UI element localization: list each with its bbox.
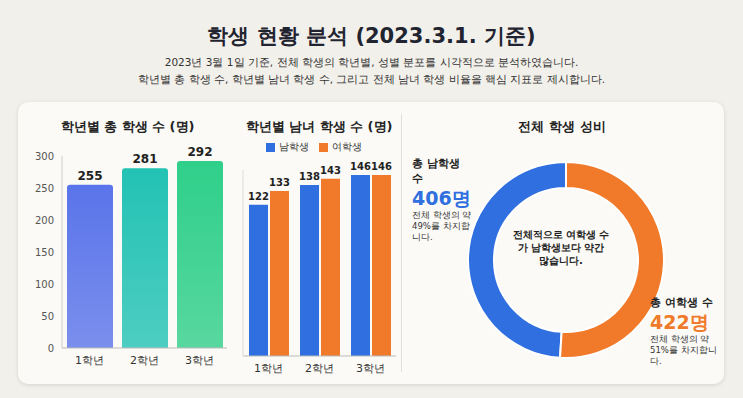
svg-text:1학년: 1학년 bbox=[254, 362, 283, 375]
html-text:총 남학생 수: 총 남학생 수 bbox=[412, 157, 460, 185]
html-text:전체 학생의 약 49%를 차지합니다.: 전체 학생의 약 49%를 차지합니다. bbox=[412, 210, 472, 242]
svg-text:122: 122 bbox=[248, 191, 269, 202]
svg-text:200: 200 bbox=[35, 215, 54, 226]
svg-text:50: 50 bbox=[41, 311, 54, 322]
html-text:학생 현황 분석 (2023.3.1. 기준): 학생 현황 분석 (2023.3.1. 기준) bbox=[207, 24, 536, 48]
html-text:학년별 총 학생 수 (명): 학년별 총 학생 수 (명) bbox=[60, 119, 195, 134]
html-text:422명: 422명 bbox=[650, 311, 709, 333]
html-text:406명: 406명 bbox=[412, 187, 471, 209]
html-text:2023년 3월 1일 기준, 전체 학생의 학년별, 성별: 2023년 3월 1일 기준, 전체 학생의 학년별, 성별 분포를 시각적으로… bbox=[164, 56, 579, 68]
html-text:여학생: 여학생 bbox=[332, 141, 362, 152]
svg-text:281: 281 bbox=[132, 152, 157, 166]
svg-text:250: 250 bbox=[35, 183, 54, 194]
svg-text:100: 100 bbox=[35, 279, 54, 290]
svg-text:292: 292 bbox=[187, 145, 212, 159]
html-text:전체적으로 여학생 수가 남학생보다 약간 많습니다.: 전체적으로 여학생 수가 남학생보다 약간 많습니다. bbox=[512, 229, 610, 266]
svg-text:0: 0 bbox=[48, 343, 54, 354]
html-text:학년별 총 학생 수, 학년별 남녀 학생 수, 그리고 전: 학년별 총 학생 수, 학년별 남녀 학생 수, 그리고 전체 남녀 학생 비율… bbox=[138, 73, 605, 85]
svg-text:1학년: 1학년 bbox=[75, 354, 104, 367]
html-text:전체 학생의 약 51%를 차지합니다.: 전체 학생의 약 51%를 차지합니다. bbox=[650, 334, 717, 366]
html-text:학년별 남녀 학생 수 (명): 학년별 남녀 학생 수 (명) bbox=[245, 119, 393, 134]
html-text:남학생: 남학생 bbox=[279, 141, 309, 152]
svg-text:2학년: 2학년 bbox=[130, 354, 159, 367]
svg-text:146: 146 bbox=[350, 161, 371, 172]
svg-text:300: 300 bbox=[35, 151, 54, 162]
svg-text:3학년: 3학년 bbox=[356, 362, 385, 375]
svg-text:146: 146 bbox=[371, 161, 392, 172]
svg-text:255: 255 bbox=[77, 169, 102, 183]
svg-text:150: 150 bbox=[35, 247, 54, 258]
html-text:총 여학생 수: 총 여학생 수 bbox=[650, 296, 713, 309]
svg-text:2학년: 2학년 bbox=[305, 362, 334, 375]
html-text:전체 학생 성비: 전체 학생 성비 bbox=[518, 119, 606, 134]
svg-text:3학년: 3학년 bbox=[185, 354, 214, 367]
svg-text:138: 138 bbox=[299, 171, 320, 182]
svg-text:133: 133 bbox=[269, 177, 290, 188]
svg-text:143: 143 bbox=[320, 165, 341, 176]
